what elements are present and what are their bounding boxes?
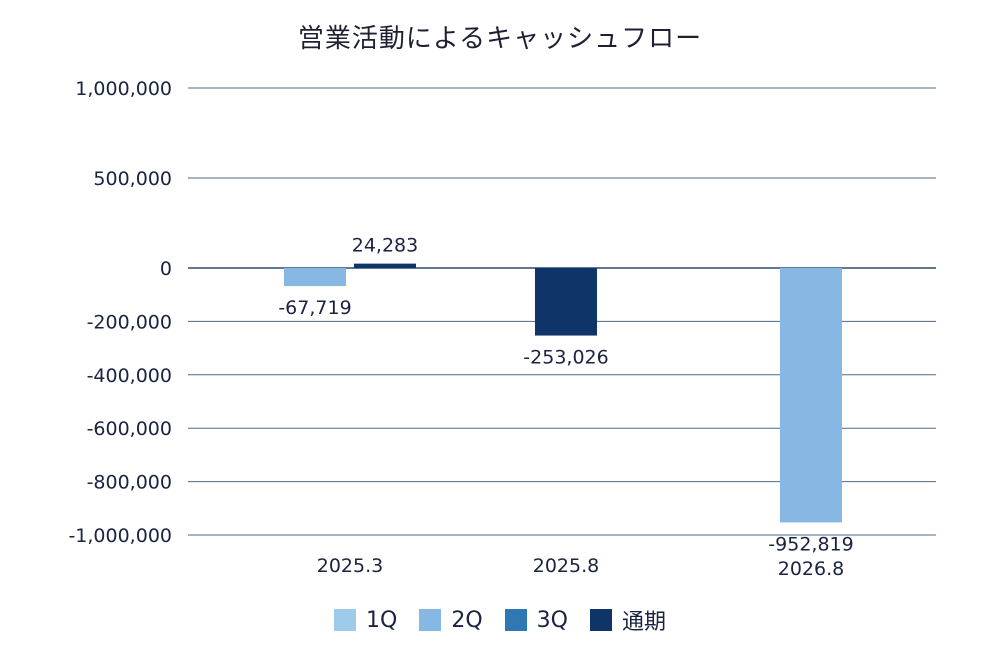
legend-swatch: [419, 609, 442, 631]
bars: [284, 263, 842, 523]
legend-item: 1Q: [334, 604, 397, 636]
x-tick-label: 2026.8: [778, 558, 844, 580]
y-tick-label: -600,000: [87, 418, 172, 440]
legend-label: 1Q: [366, 607, 398, 633]
data-label: -253,026: [523, 347, 608, 369]
chart-title: 営業活動によるキャッシュフロー: [297, 24, 703, 54]
data-label: 24,283: [352, 235, 418, 257]
legend-item: 2Q: [419, 604, 483, 636]
data-label: -67,719: [278, 297, 351, 319]
legend-swatch: [334, 609, 356, 631]
legend-swatch: [504, 609, 527, 631]
bar-2Q-2026.8: [780, 268, 842, 523]
legend-item: 3Q: [504, 604, 568, 636]
legend-label: 通期: [621, 610, 666, 635]
bar-2Q-2025.3: [284, 268, 346, 287]
y-tick-label: -200,000: [87, 311, 172, 333]
data-label: -952,819: [768, 533, 853, 555]
y-tick-label: -400,000: [87, 365, 172, 387]
legend-swatch: [589, 609, 612, 631]
y-tick-label: 0: [160, 258, 172, 280]
legend-label: 3Q: [536, 607, 568, 633]
bar-通期-2025.3: [354, 263, 416, 268]
y-tick-label: 1,000,000: [75, 78, 172, 100]
labels: 1,000,000 500,000 0 -200,000 -400,000 -600,00…: [68, 78, 853, 580]
x-tick-label: 2025.3: [317, 555, 383, 577]
x-tick-label: 2025.8: [533, 555, 599, 577]
y-tick-label: -800,000: [87, 472, 172, 494]
bar-通期-2025.8: [535, 268, 597, 336]
legend: 1Q 2Q 3Q 通期: [0, 604, 1000, 636]
legend-label: 2Q: [451, 607, 483, 633]
y-tick-label: -1,000,000: [68, 525, 172, 547]
legend-item: 通期: [589, 604, 666, 636]
y-tick-label: 500,000: [93, 168, 172, 190]
